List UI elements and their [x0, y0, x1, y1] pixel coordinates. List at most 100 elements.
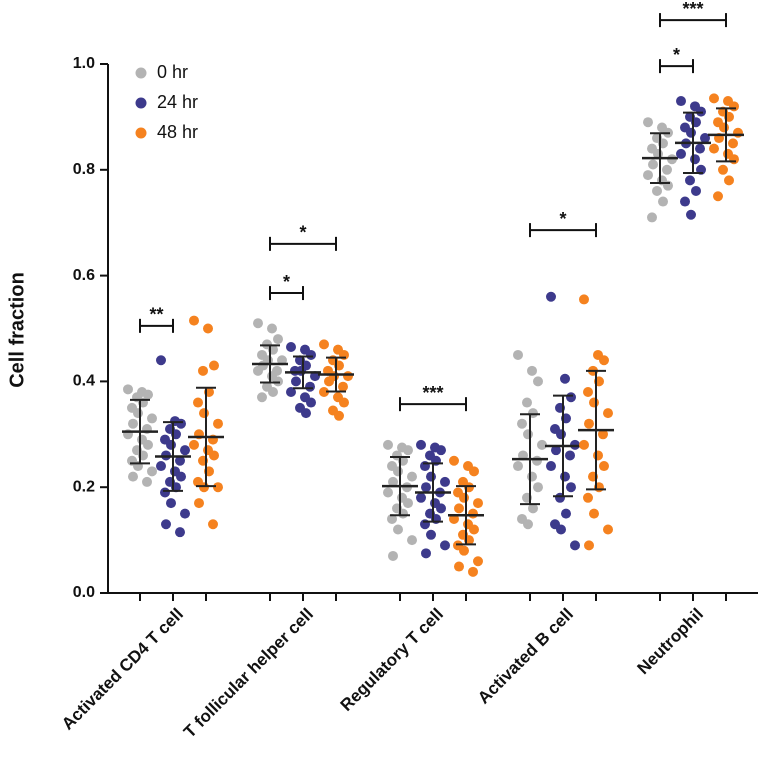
data-point — [527, 471, 537, 482]
sig-label: * — [283, 272, 290, 292]
data-point — [166, 498, 176, 509]
category-label: Activated CD4 T cell — [58, 605, 187, 734]
data-point — [213, 418, 223, 429]
data-point — [469, 466, 479, 477]
data-point — [589, 397, 599, 408]
data-point — [603, 524, 613, 535]
data-point — [324, 376, 334, 387]
data-point — [343, 371, 353, 382]
legend-marker — [135, 127, 147, 139]
data-point — [156, 461, 166, 472]
data-point — [724, 175, 734, 186]
data-point — [643, 117, 653, 128]
data-point — [268, 386, 278, 397]
data-point — [338, 381, 348, 392]
sig-label: *** — [682, 0, 703, 19]
data-point — [334, 410, 344, 421]
data-point — [648, 159, 658, 170]
data-point — [421, 548, 431, 559]
data-point — [273, 334, 283, 345]
data-point — [584, 418, 594, 429]
data-point — [517, 418, 527, 429]
data-point — [589, 508, 599, 519]
data-point — [561, 508, 571, 519]
data-point — [267, 323, 277, 334]
data-point — [213, 482, 223, 493]
data-point — [393, 524, 403, 535]
data-point — [198, 365, 208, 376]
data-point — [647, 212, 657, 223]
data-point — [319, 339, 329, 350]
y-tick-label: 0.2 — [73, 478, 95, 495]
data-point — [473, 498, 483, 509]
data-point — [537, 439, 547, 450]
legend-label: 24 hr — [157, 92, 198, 112]
data-point — [426, 529, 436, 540]
data-point — [175, 455, 185, 466]
data-point — [128, 471, 138, 482]
data-point — [565, 450, 575, 461]
data-point — [556, 429, 566, 440]
data-point — [658, 196, 668, 207]
data-point — [319, 386, 329, 397]
data-point — [685, 175, 695, 186]
data-point — [532, 455, 542, 466]
data-point — [709, 93, 719, 104]
data-point — [383, 439, 393, 450]
data-point — [199, 408, 209, 419]
data-point — [686, 127, 696, 138]
data-point — [468, 508, 478, 519]
data-point — [199, 482, 209, 493]
data-point — [696, 106, 706, 117]
category-label: Activated B cell — [474, 605, 577, 708]
data-point — [180, 445, 190, 456]
data-point — [161, 519, 171, 530]
data-point — [175, 527, 185, 538]
y-axis-label: Cell fraction — [6, 272, 28, 388]
data-point — [533, 482, 543, 493]
data-point — [719, 122, 729, 133]
data-point — [143, 389, 153, 400]
data-point — [193, 397, 203, 408]
data-point — [566, 482, 576, 493]
data-point — [388, 550, 398, 561]
data-point — [339, 397, 349, 408]
data-point — [652, 185, 662, 196]
data-point — [523, 519, 533, 530]
data-point — [286, 386, 296, 397]
data-point — [301, 408, 311, 419]
data-point — [560, 373, 570, 384]
data-point — [593, 450, 603, 461]
data-point — [643, 170, 653, 181]
y-tick-label: 0.6 — [73, 267, 95, 284]
data-point — [583, 386, 593, 397]
data-point — [407, 471, 417, 482]
data-point — [566, 392, 576, 403]
data-point — [728, 138, 738, 149]
data-point — [142, 476, 152, 487]
data-point — [459, 492, 469, 503]
data-point — [546, 291, 556, 302]
data-point — [426, 471, 436, 482]
data-point — [305, 381, 315, 392]
category-label: Neutrophil — [633, 605, 707, 679]
data-point — [690, 154, 700, 165]
data-point — [253, 318, 263, 329]
data-point — [709, 143, 719, 154]
data-point — [176, 418, 186, 429]
sig-label: * — [673, 45, 680, 65]
data-point — [584, 540, 594, 551]
data-point — [147, 413, 157, 424]
data-point — [469, 524, 479, 535]
sig-label: * — [559, 209, 566, 229]
data-point — [523, 429, 533, 440]
data-point — [421, 482, 431, 493]
data-point — [403, 445, 413, 456]
data-point — [598, 429, 608, 440]
sig-label: ** — [149, 305, 163, 325]
data-point — [273, 376, 283, 387]
data-point — [551, 445, 561, 456]
data-point — [459, 545, 469, 556]
sig-label: *** — [422, 383, 443, 403]
